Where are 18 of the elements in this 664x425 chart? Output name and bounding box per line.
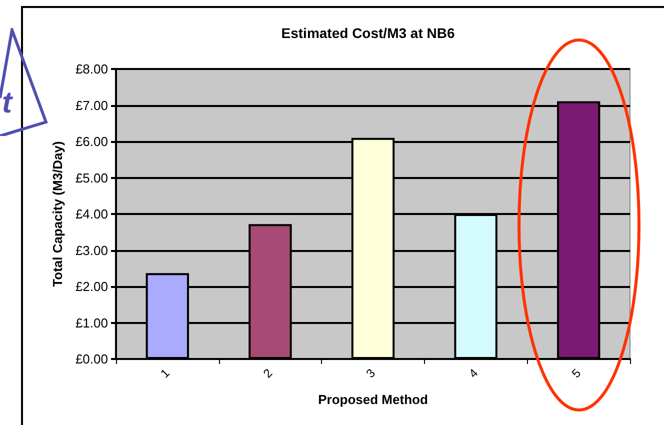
y-tick-label: £0.00 [75, 352, 108, 366]
y-tick-label: £3.00 [75, 242, 108, 258]
x-tick-label: 5 [568, 366, 584, 381]
x-tick-label: 1 [158, 366, 173, 381]
y-tick-label: £6.00 [75, 134, 108, 149]
y-tick-label: £1.00 [75, 315, 108, 330]
y-tick-label: £8.00 [75, 62, 108, 76]
x-tick-label: 4 [466, 366, 481, 381]
y-axis-title: Total Capacity (M3/Day) [50, 141, 65, 287]
text: t [2, 86, 14, 120]
y-tick-label: £7.00 [75, 98, 108, 113]
y-tick-label: £2.00 [75, 279, 108, 294]
y-tick-label: £4.00 [75, 206, 108, 222]
y-tick-label: £5.00 [75, 170, 108, 186]
x-tick-label: 2 [260, 366, 276, 381]
chart-title: Estimated Cost/M3 at NB6 [281, 25, 455, 41]
x-tick-label: 3 [363, 366, 378, 381]
x-axis-title: Proposed Method [318, 392, 428, 407]
